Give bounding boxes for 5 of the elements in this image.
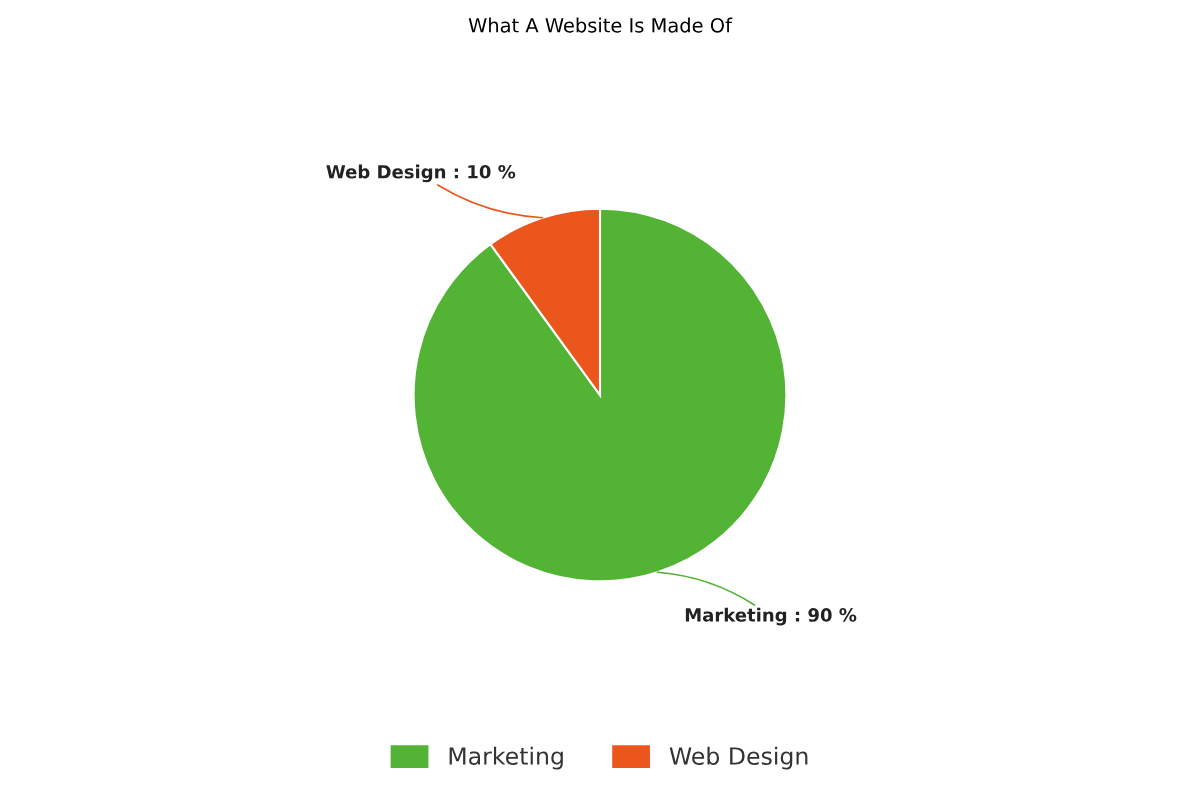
data-label: Marketing : 90 % [685,607,857,626]
data-label: Web Design : 10 % [326,164,516,183]
chart-title: What A Website Is Made Of [468,17,733,33]
legend-label: Marketing [449,746,563,770]
legend-label: Web Design [669,746,808,770]
